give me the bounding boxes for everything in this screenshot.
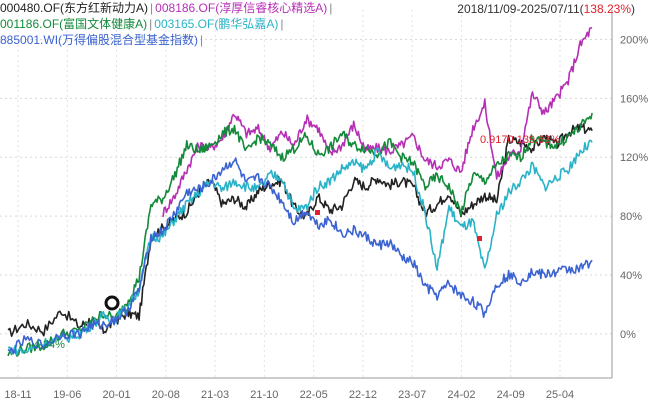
legend-separator: | [329, 1, 333, 15]
low-annotation: -4.34% [30, 339, 65, 351]
legend-item[interactable]: 000480.OF(东方红新动力A) [0, 1, 149, 15]
start-marker [104, 295, 120, 311]
x-tick-label: 25-04 [546, 389, 574, 401]
x-tick-label: 21-03 [201, 389, 229, 401]
y-tick-label: 120% [620, 152, 648, 164]
series-line [7, 112, 593, 357]
range-pct-open: ( [579, 2, 584, 16]
legend-row: 001186.OF(富国文体健康A) | 003165.OF(鹏华弘嘉A) | [0, 16, 420, 32]
x-tick-label: 20-01 [102, 389, 130, 401]
legend-item[interactable]: 001186.OF(富国文体健康A) [0, 17, 148, 31]
x-tick-label: 18-11 [4, 389, 31, 401]
legend-row: 885001.WI(万得偏股混合型基金指数) | [0, 32, 420, 48]
legend-item[interactable]: 885001.WI(万得偏股混合型基金指数) [0, 33, 199, 47]
legend-item[interactable]: 003165.OF(鹏华弘嘉A) [154, 17, 279, 31]
x-tick-label: 20-08 [152, 389, 180, 401]
y-tick-label: 160% [620, 93, 648, 105]
min-marker [477, 236, 482, 241]
x-tick-label: 19-06 [53, 389, 81, 401]
x-tick-label: 23-07 [398, 389, 426, 401]
range-pct-close: ) [631, 2, 635, 16]
series-line [7, 123, 593, 338]
x-tick-label: 21-10 [250, 389, 278, 401]
high-annotation: 0.9170 139.63% [480, 134, 560, 146]
legend-separator: | [280, 17, 284, 31]
y-tick-label: 200% [620, 34, 648, 46]
series-line [7, 157, 593, 355]
legend-separator: | [150, 1, 154, 15]
y-tick-label: 40% [620, 270, 642, 282]
y-tick-label: 80% [620, 211, 642, 223]
y-tick-label: 0% [620, 329, 636, 341]
max-marker [315, 210, 320, 215]
date-range: 2018/11/09-2025/07/11 [457, 2, 580, 16]
series-line [162, 26, 593, 218]
legend-separator: | [200, 33, 204, 47]
chart-legend: 000480.OF(东方红新动力A) | 008186.OF(淳厚信睿核心精选A) |… [0, 0, 420, 48]
legend-row: 000480.OF(东方红新动力A) | 008186.OF(淳厚信睿核心精选A) | [0, 0, 420, 16]
range-return-pct: 138.23% [583, 2, 631, 16]
legend-item[interactable]: 008186.OF(淳厚信睿核心精选A) [155, 1, 328, 15]
x-tick-label: 22-12 [349, 389, 377, 401]
x-tick-label: 22-05 [300, 389, 328, 401]
legend-separator: | [149, 17, 153, 31]
date-range-label: 2018/11/09-2025/07/11(138.23%) [457, 2, 635, 16]
x-tick-label: 24-02 [447, 389, 475, 401]
x-tick-label: 24-09 [497, 389, 525, 401]
